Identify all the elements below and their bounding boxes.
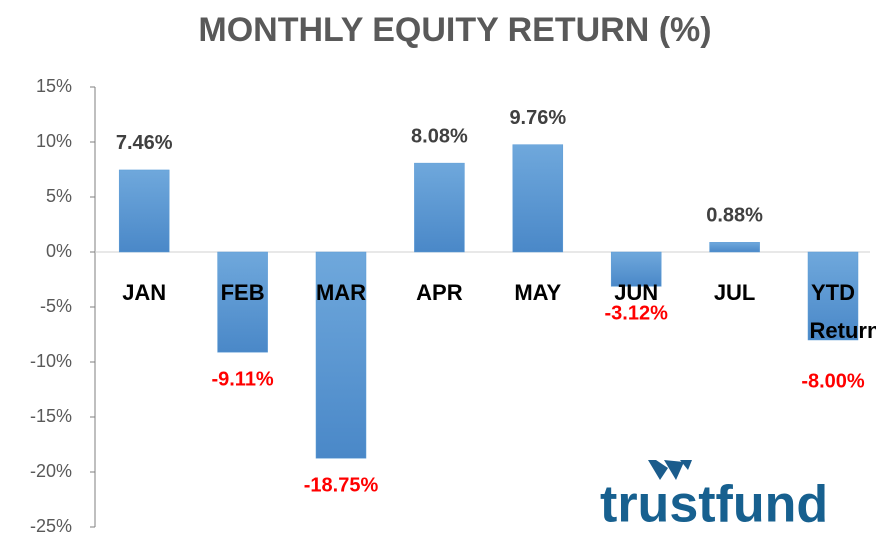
y-tick-label: -15% xyxy=(30,406,72,426)
x-tick-label: FEB xyxy=(221,280,265,305)
bar xyxy=(217,251,268,353)
x-tick-label: YTD Return xyxy=(810,280,876,343)
bar xyxy=(315,251,367,459)
y-tick-label: -5% xyxy=(40,296,72,316)
x-tick-label: MAR xyxy=(316,280,366,305)
y-tick-label: 15% xyxy=(36,76,72,96)
logo-icon xyxy=(648,460,692,480)
bar xyxy=(709,242,760,253)
value-label: -18.75% xyxy=(304,475,379,497)
y-tick-label: -10% xyxy=(30,351,72,371)
bar xyxy=(512,144,564,253)
bar xyxy=(118,169,170,253)
value-label: 0.88% xyxy=(706,205,763,227)
y-tick-label: 5% xyxy=(46,186,72,206)
x-tick-label: MAY xyxy=(514,280,561,305)
y-tick-label: 0% xyxy=(46,241,72,261)
value-label: -9.11% xyxy=(211,368,273,390)
bar xyxy=(610,251,662,287)
value-label: 7.46% xyxy=(116,132,173,154)
value-label: 8.08% xyxy=(411,125,468,147)
value-label: -8.00% xyxy=(801,370,865,392)
x-tick-label: APR xyxy=(416,280,463,305)
bar xyxy=(807,251,859,341)
value-label: 9.76% xyxy=(509,107,566,129)
y-tick-label: -25% xyxy=(30,516,72,535)
y-tick-label: -20% xyxy=(30,461,72,481)
value-label: -3.12% xyxy=(605,303,669,325)
chart-title: MONTHLY EQUITY RETURN (%) xyxy=(198,11,711,49)
logo-text: trustfund xyxy=(600,476,828,534)
x-tick-label: JAN xyxy=(122,280,166,305)
y-tick-label: 10% xyxy=(36,131,72,151)
logo: trustfund xyxy=(600,460,828,534)
x-tick-label: JUN xyxy=(614,280,658,305)
bar xyxy=(414,162,465,253)
x-tick-label: JUL xyxy=(714,280,756,305)
